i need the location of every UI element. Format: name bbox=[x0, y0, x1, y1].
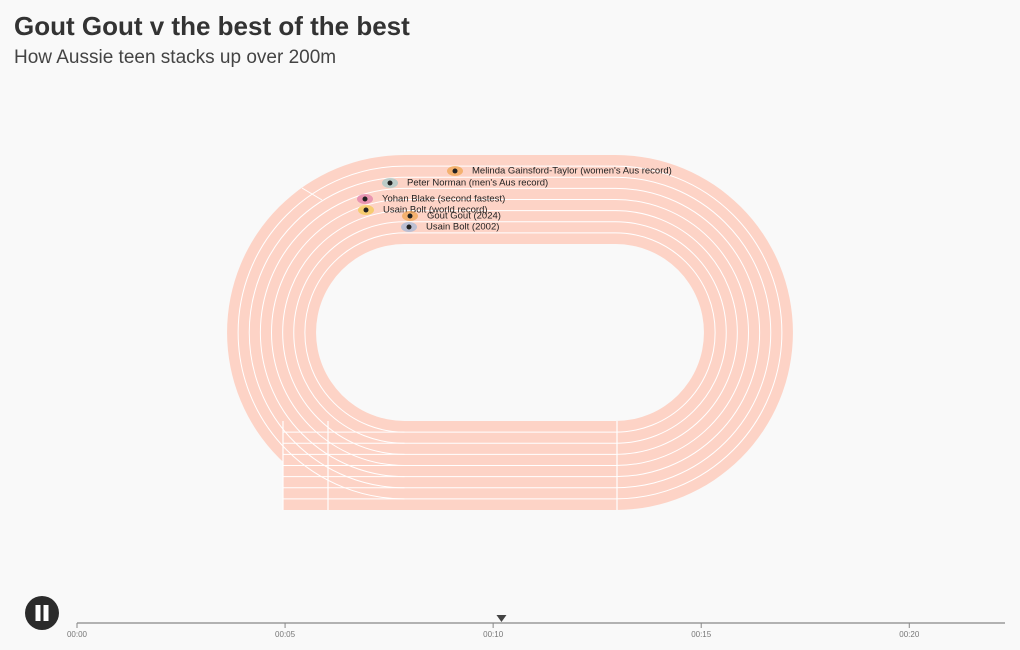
timeline: 00:00 00:05 00:10 00:15 00:20 bbox=[67, 615, 1005, 639]
runner-body bbox=[362, 196, 368, 202]
pause-bar bbox=[43, 605, 49, 621]
runner-body bbox=[363, 207, 369, 213]
runner-label: Melinda Gainsford-Taylor (women's Aus re… bbox=[472, 166, 672, 177]
runner: Usain Bolt (world record) bbox=[358, 205, 488, 216]
runner-label: Peter Norman (men's Aus record) bbox=[407, 178, 548, 189]
runner: Usain Bolt (2002) bbox=[401, 222, 499, 233]
runner-label: Usain Bolt (2002) bbox=[426, 222, 499, 233]
tick-label: 00:20 bbox=[899, 630, 920, 639]
runner-body bbox=[407, 213, 413, 219]
play-button[interactable] bbox=[25, 596, 59, 630]
subtitle: How Aussie teen stacks up over 200m bbox=[14, 47, 336, 68]
runner-label: Gout Gout (2024) bbox=[427, 211, 501, 222]
lane-line bbox=[304, 232, 716, 433]
lane-line bbox=[282, 210, 738, 455]
tick-label: 00:10 bbox=[483, 630, 504, 639]
lane-line bbox=[259, 187, 761, 478]
lane-line bbox=[293, 221, 727, 444]
title: Gout Gout v the best of the best bbox=[14, 11, 410, 41]
pause-button[interactable] bbox=[25, 596, 59, 630]
runner: Peter Norman (men's Aus record) bbox=[382, 178, 548, 189]
stagger bbox=[301, 187, 323, 201]
pause-bar bbox=[35, 605, 41, 621]
lane-line bbox=[271, 199, 749, 466]
infield bbox=[316, 244, 704, 421]
runners: Melinda Gainsford-Taylor (women's Aus re… bbox=[357, 166, 672, 233]
playhead bbox=[496, 615, 507, 622]
runner-body bbox=[387, 180, 393, 186]
runner: Yohan Blake (second fastest) bbox=[357, 194, 505, 205]
lane-line bbox=[237, 165, 783, 500]
runner-body bbox=[452, 168, 458, 174]
lane-line bbox=[248, 176, 772, 489]
runner-body bbox=[406, 224, 412, 230]
runner: Melinda Gainsford-Taylor (women's Aus re… bbox=[447, 166, 672, 177]
tick-label: 00:15 bbox=[691, 630, 712, 639]
runner-label: Usain Bolt (world record) bbox=[383, 205, 488, 216]
runner: Gout Gout (2024) bbox=[402, 211, 501, 222]
track bbox=[227, 155, 793, 510]
runner-label: Yohan Blake (second fastest) bbox=[382, 194, 505, 205]
tick-label: 00:00 bbox=[67, 630, 88, 639]
tick-label: 00:05 bbox=[275, 630, 296, 639]
